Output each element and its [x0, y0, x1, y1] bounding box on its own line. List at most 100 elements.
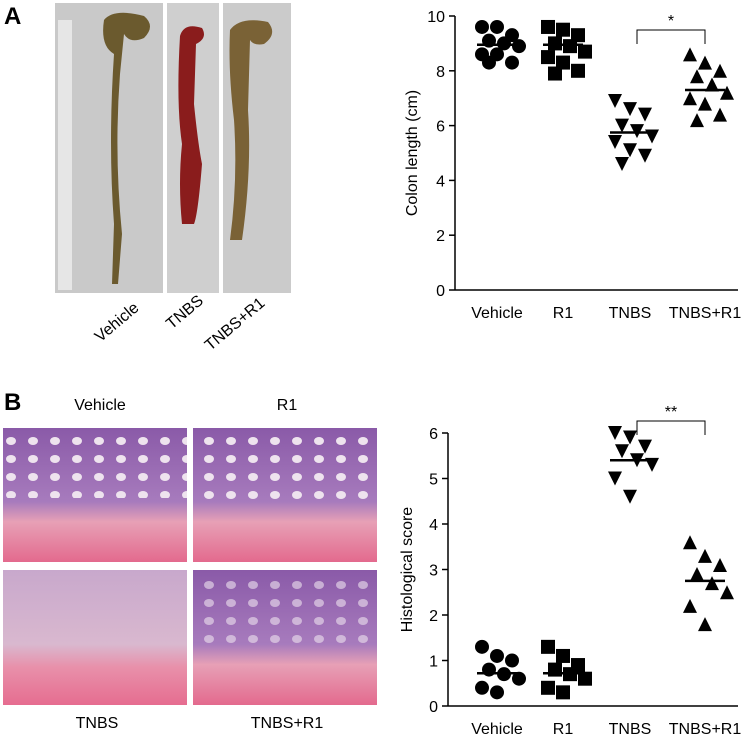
data-point [571, 28, 585, 43]
histology-label: TNBS [76, 715, 119, 732]
data-point [505, 55, 519, 70]
significance-bracket [636, 29, 706, 44]
y-tick-label: 4 [429, 517, 438, 534]
data-point [615, 156, 629, 171]
data-point [683, 598, 697, 613]
data-point [497, 36, 511, 51]
data-point [512, 671, 526, 686]
data-point [623, 102, 637, 117]
histology-label: TNBS+R1 [251, 715, 324, 732]
data-point [705, 576, 719, 591]
data-point [720, 585, 734, 600]
significance-bracket [636, 420, 706, 435]
data-point [490, 685, 504, 700]
data-point [482, 55, 496, 70]
x-tick-label: Vehicle [471, 305, 523, 322]
data-point [623, 143, 637, 158]
data-point [475, 19, 489, 34]
y-tick-label: 4 [436, 173, 445, 190]
data-point [713, 63, 727, 78]
significance-label: ** [665, 404, 677, 421]
data-point [475, 639, 489, 654]
data-point [683, 91, 697, 106]
data-point [556, 22, 570, 37]
data-point [608, 471, 622, 486]
data-point [556, 685, 570, 700]
panel-label: A [4, 3, 21, 30]
y-tick-label: 0 [429, 699, 438, 716]
x-tick-label: TNBS+R1 [669, 305, 742, 322]
data-point [690, 567, 704, 582]
x-tick-label: TNBS [609, 721, 652, 738]
data-point [571, 63, 585, 78]
data-point [541, 19, 555, 34]
data-point [698, 55, 712, 70]
data-point [548, 36, 562, 51]
y-tick-label: 6 [429, 426, 438, 443]
y-axis-label: Colon length (cm) [404, 90, 421, 216]
data-point [638, 148, 652, 163]
data-point [683, 535, 697, 550]
data-point [475, 680, 489, 695]
x-tick-label: Vehicle [471, 721, 523, 738]
significance-label: * [668, 13, 674, 30]
histology-label: Vehicle [74, 397, 126, 414]
histology-images [3, 428, 377, 705]
data-point [578, 671, 592, 686]
y-tick-label: 3 [429, 563, 438, 580]
data-point [698, 96, 712, 111]
y-tick-label: 2 [429, 608, 438, 625]
y-tick-label: 10 [427, 9, 445, 26]
y-tick-label: 6 [436, 119, 445, 136]
data-point [690, 69, 704, 84]
data-point [698, 548, 712, 563]
data-point [705, 77, 719, 92]
x-tick-label: TNBS+R1 [669, 721, 742, 738]
data-point [638, 107, 652, 122]
data-point [512, 39, 526, 54]
data-point [713, 557, 727, 572]
y-tick-label: 2 [436, 228, 445, 245]
data-point [541, 639, 555, 654]
y-tick-label: 5 [429, 472, 438, 489]
y-tick-label: 0 [436, 283, 445, 300]
photo-label: Vehicle [92, 299, 143, 345]
data-point [683, 47, 697, 62]
data-point [490, 648, 504, 663]
x-tick-label: TNBS [609, 305, 652, 322]
data-point [615, 118, 629, 133]
data-point [608, 93, 622, 108]
data-point [505, 653, 519, 668]
photo-label: TNBS [163, 292, 207, 332]
data-point [698, 617, 712, 632]
colon-photo [55, 3, 291, 293]
data-point [556, 648, 570, 663]
panel-label: B [4, 389, 21, 416]
data-point [541, 50, 555, 65]
data-point [490, 19, 504, 34]
data-point [720, 85, 734, 100]
data-point [548, 662, 562, 677]
data-point [690, 113, 704, 128]
data-point [623, 430, 637, 445]
data-point [713, 107, 727, 122]
data-point [548, 66, 562, 81]
y-axis-label: Histological score [399, 507, 416, 632]
data-point [578, 44, 592, 59]
data-point [608, 135, 622, 150]
data-point [630, 124, 644, 139]
data-point [556, 55, 570, 70]
y-tick-label: 8 [436, 64, 445, 81]
data-point [638, 439, 652, 454]
data-point [541, 680, 555, 695]
data-point [482, 662, 496, 677]
data-point [563, 39, 577, 54]
histology-label: R1 [277, 397, 298, 414]
x-tick-label: R1 [553, 305, 574, 322]
photo-label: TNBS+R1 [202, 295, 269, 355]
x-tick-label: R1 [553, 721, 574, 738]
data-point [615, 444, 629, 459]
data-point [623, 489, 637, 504]
data-point [608, 426, 622, 440]
